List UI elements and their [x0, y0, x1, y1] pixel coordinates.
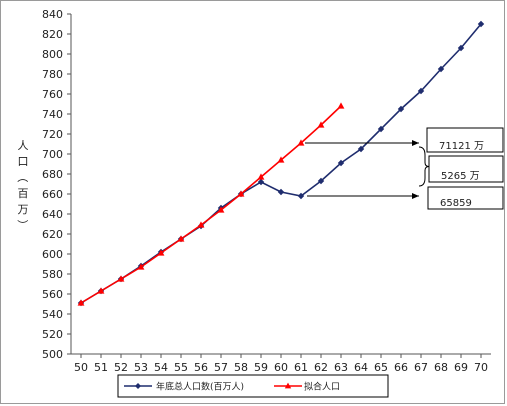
y-tick-label: 760 [42, 88, 63, 101]
data-point-diamond [437, 65, 445, 73]
x-tick-label: 56 [194, 361, 208, 374]
data-point-triangle [197, 221, 205, 228]
arrow-upper-head [412, 140, 419, 146]
x-tick-label: 60 [274, 361, 288, 374]
y-tick-label: 700 [42, 148, 63, 161]
data-point-diamond [377, 125, 385, 133]
series-layer [77, 20, 485, 307]
y-axis-title-char: 人 [18, 139, 29, 152]
x-axis-ticks: 50 51 52 53 54 55 56 57 58 59 60 61 62 63 64 65 66 67 68 69… [74, 354, 488, 374]
series-line-1 [80, 23, 482, 304]
y-tick-label: 680 [42, 168, 63, 181]
data-point-diamond [317, 177, 325, 185]
annotation-box-2: 5265 万 [428, 155, 504, 183]
x-tick-label: 63 [334, 361, 348, 374]
x-tick-label: 52 [114, 361, 128, 374]
data-point-diamond [257, 178, 265, 186]
y-tick-label: 820 [42, 28, 63, 41]
x-tick-label: 65 [374, 361, 388, 374]
data-point-triangle [337, 102, 345, 109]
x-tick-label: 64 [354, 361, 368, 374]
data-point-triangle [277, 156, 285, 163]
y-axis-title-char: 万 [18, 203, 29, 216]
data-point-diamond [397, 105, 405, 113]
y-tick-label: 720 [42, 128, 63, 141]
x-tick-label: 55 [174, 361, 188, 374]
legend-box [117, 374, 389, 398]
data-point-diamond [297, 192, 305, 200]
data-point-triangle [97, 287, 105, 294]
annotation-text: 71121 万 [439, 141, 484, 152]
y-axis-title-char: （ [16, 172, 29, 183]
y-tick-label: 780 [42, 68, 63, 81]
y-tick-label: 500 [42, 348, 63, 361]
data-point-diamond [277, 188, 285, 196]
y-tick-label: 580 [42, 268, 63, 281]
x-tick-label: 62 [314, 361, 328, 374]
x-tick-label: 53 [134, 361, 148, 374]
legend-label-2: 拟合人口 [304, 381, 340, 393]
annotation-box-frame [426, 127, 504, 153]
x-tick-label: 59 [254, 361, 268, 374]
annotation-box-1: 71121 万 [426, 127, 504, 153]
x-tick-label: 61 [294, 361, 308, 374]
y-tick-label: 520 [42, 328, 63, 341]
x-tick-label: 70 [474, 361, 488, 374]
data-point-triangle [137, 263, 145, 270]
annotation-text: 5265 万 [441, 171, 480, 182]
x-tick-label: 66 [394, 361, 408, 374]
annotation-text: 65859 [440, 198, 472, 209]
y-axis-title-char: 口 [18, 155, 29, 168]
x-tick-label: 50 [74, 361, 88, 374]
data-point-triangle [157, 249, 165, 256]
y-tick-label: 560 [42, 288, 63, 301]
y-axis-ticks: 500 520 540 560 580 600 620 640 660 680 700 720 740 7… [42, 8, 71, 361]
data-point-diamond [417, 87, 425, 95]
data-point-diamond [357, 145, 365, 153]
x-tick-label: 54 [154, 361, 168, 374]
annotation-box-frame [427, 186, 504, 210]
legend-label-1: 年底总人口数(百万人) [156, 381, 244, 393]
x-tick-label: 68 [434, 361, 448, 374]
data-point-triangle [117, 275, 125, 282]
series-line-2 [80, 105, 342, 304]
data-point-diamond [457, 44, 465, 52]
data-point-triangle [217, 206, 225, 213]
data-point-diamond [337, 159, 345, 167]
annotation-box-3: 65859 [427, 186, 504, 210]
x-tick-label: 58 [234, 361, 248, 374]
x-tick-label: 67 [414, 361, 428, 374]
y-tick-label: 800 [42, 48, 63, 61]
annotation-box-frame [428, 155, 504, 183]
data-point-triangle [257, 173, 265, 180]
data-point-triangle [177, 235, 185, 242]
y-tick-label: 840 [42, 8, 63, 21]
data-point-triangle [237, 190, 245, 197]
data-point-triangle [297, 139, 305, 146]
y-axis-title-char: ） [16, 220, 29, 231]
y-tick-label: 660 [42, 188, 63, 201]
data-point-triangle [77, 299, 85, 306]
y-tick-label: 640 [42, 208, 63, 221]
y-tick-label: 540 [42, 308, 63, 321]
y-tick-label: 740 [42, 108, 63, 121]
legend-marker-triangle [284, 382, 292, 389]
annotation-layer: 71121 万 5265 万 65859 [305, 127, 504, 210]
y-axis-title-char: 百 [18, 187, 29, 200]
legend-marker-diamond [135, 383, 141, 389]
y-tick-label: 600 [42, 248, 63, 261]
x-tick-label: 57 [214, 361, 228, 374]
brace [418, 146, 430, 187]
legend: 年底总人口数(百万人) 拟合人口 [117, 374, 389, 398]
x-tick-label: 51 [94, 361, 108, 374]
y-tick-label: 620 [42, 228, 63, 241]
arrow-lower-head [412, 193, 419, 199]
y-axis-title: 人口 （ 百万 ） [16, 139, 29, 231]
data-point-triangle [317, 121, 325, 128]
data-point-diamond [477, 20, 485, 28]
x-tick-label: 69 [454, 361, 468, 374]
